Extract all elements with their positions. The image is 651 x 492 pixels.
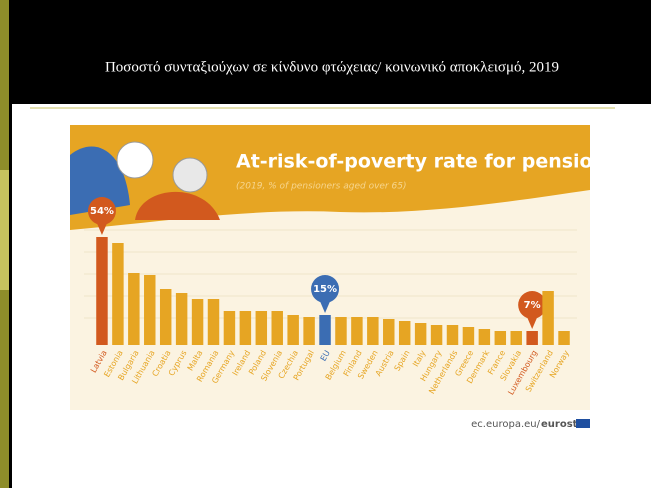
bar bbox=[510, 331, 522, 345]
title-bar bbox=[0, 0, 651, 104]
callout bbox=[518, 291, 547, 319]
chart-subtitle: (2019, % of pensioners aged over 65) bbox=[236, 182, 406, 192]
bar bbox=[319, 315, 331, 345]
figure-right bbox=[135, 191, 220, 220]
bar bbox=[335, 317, 347, 345]
head-left bbox=[116, 141, 154, 179]
source-brand: eurostat bbox=[541, 419, 589, 430]
value-label: 15% bbox=[313, 284, 337, 295]
bar bbox=[255, 311, 268, 345]
bar bbox=[223, 311, 236, 345]
figure-left bbox=[70, 146, 130, 215]
eu-flag bbox=[576, 419, 590, 428]
head-right bbox=[172, 157, 208, 193]
bar bbox=[159, 289, 172, 345]
value-label: 54% bbox=[90, 206, 114, 217]
bar bbox=[430, 325, 443, 345]
bar bbox=[558, 331, 570, 345]
bar bbox=[96, 237, 108, 345]
bar bbox=[287, 315, 299, 345]
bar bbox=[191, 299, 204, 345]
side-strip-light bbox=[0, 170, 9, 290]
bar bbox=[303, 317, 315, 345]
source: ec.europa.eu/ bbox=[471, 419, 540, 430]
bar bbox=[398, 321, 411, 345]
bar bbox=[271, 311, 283, 345]
bar bbox=[239, 311, 252, 345]
value-label: 7% bbox=[524, 300, 541, 311]
bar bbox=[478, 329, 491, 345]
bar bbox=[542, 291, 554, 345]
bar bbox=[367, 317, 379, 345]
bar bbox=[494, 331, 507, 345]
bar bbox=[414, 323, 427, 345]
slide-title: Ποσοστό συνταξιούχων σε κίνδυνο φτώχειας… bbox=[105, 59, 559, 75]
callout bbox=[87, 197, 116, 225]
callout bbox=[311, 275, 340, 303]
chart-title: At-risk-of-poverty rate for pensioners bbox=[236, 151, 640, 173]
bar bbox=[175, 293, 188, 345]
bar bbox=[383, 319, 395, 345]
bar bbox=[128, 273, 140, 345]
bar bbox=[207, 299, 220, 345]
side-border bbox=[9, 0, 12, 488]
bar bbox=[144, 275, 156, 345]
bar bbox=[112, 243, 124, 345]
bar bbox=[446, 325, 459, 345]
bar bbox=[526, 331, 538, 345]
bar bbox=[351, 317, 363, 345]
bar bbox=[462, 327, 475, 345]
